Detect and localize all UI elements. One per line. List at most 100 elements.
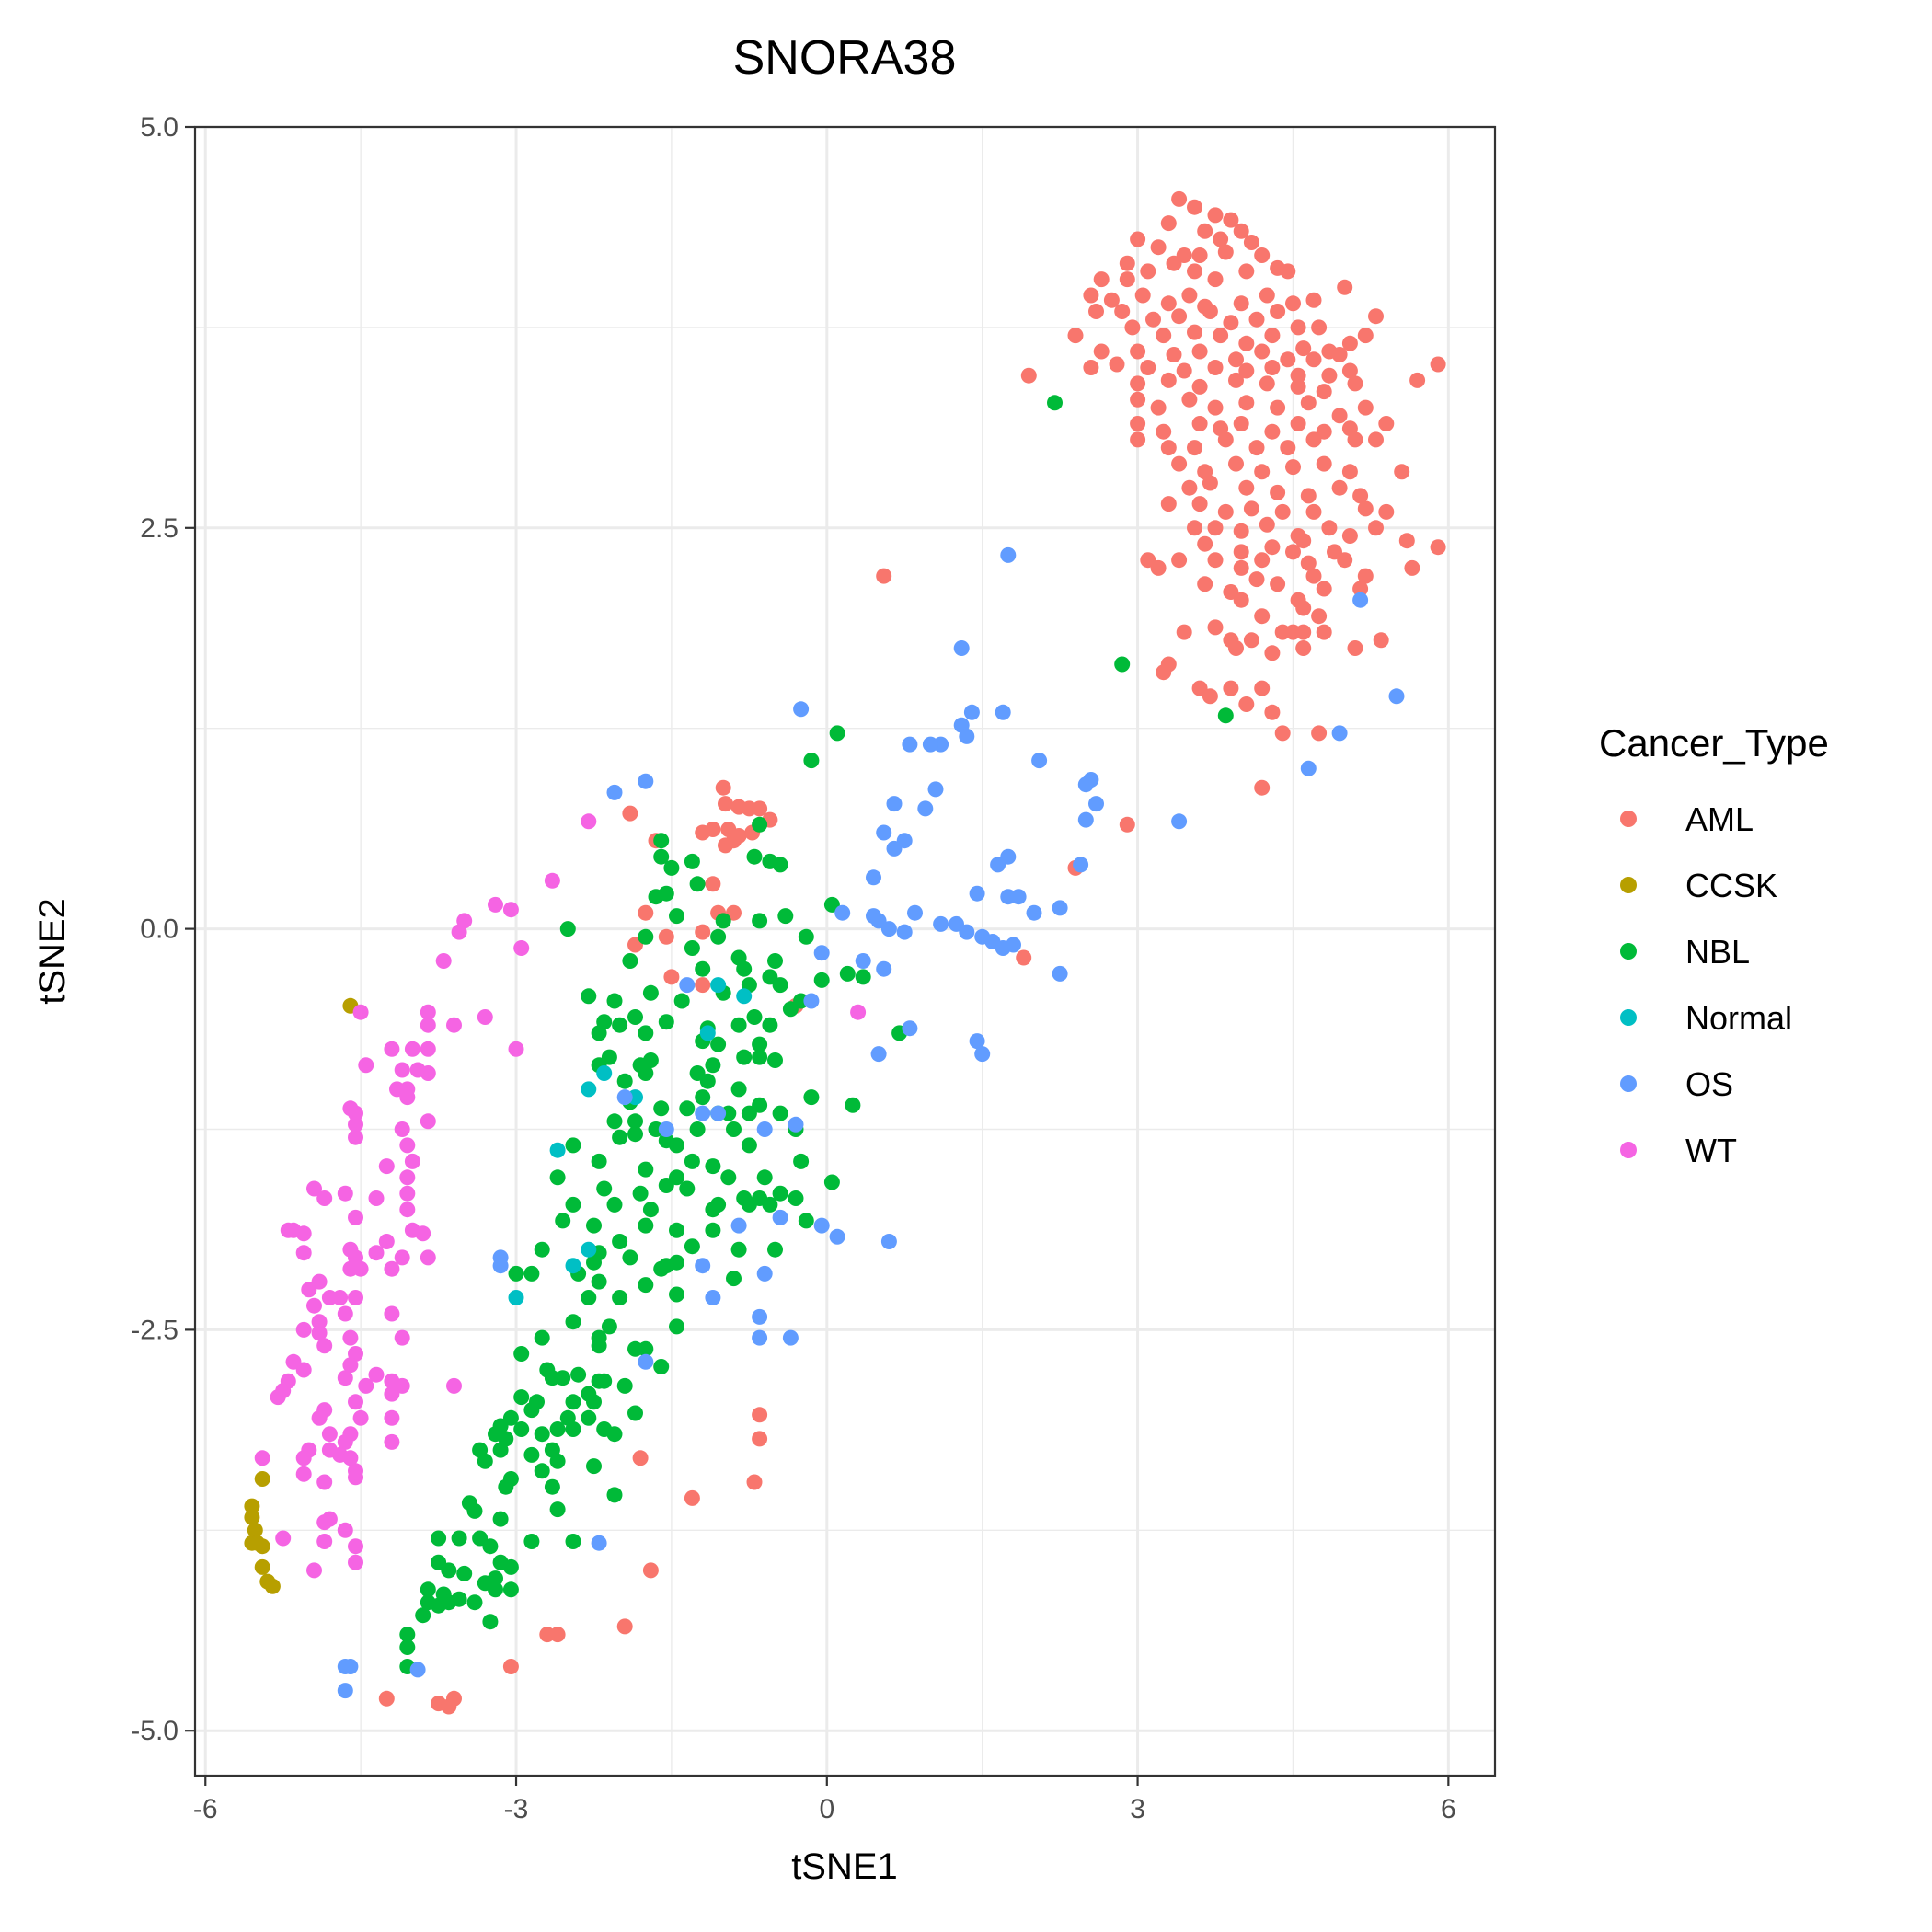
data-point: [502, 1558, 519, 1575]
data-point: [850, 1004, 867, 1020]
data-point: [446, 1377, 462, 1394]
data-point: [1134, 287, 1151, 304]
data-point: [565, 1314, 581, 1330]
x-axis-ticks: -6 -3 0 3 6: [193, 1776, 1456, 1824]
data-point: [1191, 247, 1208, 263]
data-point: [555, 1213, 571, 1229]
data-point: [767, 1241, 783, 1258]
data-point: [772, 857, 788, 873]
data-point: [394, 1121, 410, 1137]
data-point: [415, 1607, 431, 1624]
data-point: [1280, 351, 1296, 368]
data-point: [1160, 295, 1177, 312]
data-point: [384, 1433, 400, 1450]
data-point: [1233, 416, 1249, 431]
data-point: [492, 1442, 509, 1458]
data-point: [1285, 459, 1301, 476]
data-point: [368, 1245, 385, 1261]
data-point: [695, 1105, 711, 1121]
data-point: [684, 853, 700, 869]
data-point: [399, 1202, 416, 1218]
data-point: [736, 1049, 753, 1065]
data-point: [1243, 632, 1259, 649]
data-point: [1337, 552, 1353, 569]
data-point: [927, 781, 944, 798]
data-point: [752, 816, 768, 833]
y-axis-title: tSNE2: [32, 898, 73, 1005]
data-point: [466, 1502, 483, 1519]
data-point: [596, 1180, 613, 1197]
data-point: [752, 1097, 768, 1113]
data-point: [922, 736, 938, 753]
data-point: [513, 1389, 530, 1406]
data-point: [384, 1305, 400, 1322]
data-point: [384, 1386, 400, 1402]
data-point: [1254, 779, 1271, 796]
data-point: [1305, 431, 1322, 448]
data-point: [715, 913, 731, 929]
data-point: [348, 1538, 363, 1555]
data-point: [311, 1325, 328, 1341]
legend-label-wt: WT: [1685, 1132, 1737, 1169]
data-point: [1290, 378, 1306, 395]
data-point: [394, 1329, 410, 1346]
data-point: [1290, 367, 1306, 384]
data-point: [415, 1225, 431, 1242]
data-point: [1217, 503, 1234, 520]
data-point: [767, 1052, 783, 1068]
data-point: [642, 1562, 659, 1579]
data-point: [705, 1057, 721, 1074]
data-point: [431, 1597, 447, 1614]
legend-items: AML CCSK NBL Normal OS WT: [1620, 800, 1792, 1169]
data-point: [337, 1433, 353, 1450]
data-point: [638, 1277, 654, 1294]
data-point: [1243, 500, 1259, 517]
data-point: [1119, 255, 1135, 271]
data-point: [591, 1025, 607, 1041]
x-tick-label: -3: [504, 1794, 529, 1824]
data-point: [1300, 488, 1317, 504]
data-point: [829, 1228, 845, 1245]
data-point: [601, 1318, 617, 1335]
data-point: [1217, 707, 1234, 724]
y-tick-label: -5.0: [131, 1716, 178, 1746]
data-point: [1228, 455, 1244, 472]
data-point: [1341, 528, 1358, 544]
data-point: [337, 1185, 353, 1202]
data-point: [1160, 440, 1177, 456]
data-point: [311, 1314, 328, 1330]
data-point: [591, 1338, 607, 1354]
data-point: [1156, 664, 1172, 681]
data-point: [803, 753, 820, 769]
data-point: [1207, 520, 1224, 536]
data-point: [876, 960, 892, 977]
data-point: [953, 640, 970, 656]
data-point: [348, 1105, 363, 1121]
data-point: [1156, 423, 1172, 440]
data-point: [586, 1394, 602, 1410]
data-point: [316, 1338, 333, 1354]
data-point: [638, 1065, 654, 1081]
data-point: [741, 1137, 757, 1154]
data-point: [565, 1394, 581, 1410]
data-point: [1228, 351, 1244, 368]
data-point: [705, 1222, 721, 1238]
data-point: [570, 1366, 587, 1383]
data-point: [1130, 391, 1146, 408]
data-point: [420, 1249, 436, 1266]
data-point: [669, 1254, 684, 1271]
data-point: [638, 1353, 654, 1370]
data-point: [782, 1329, 799, 1346]
data-point: [404, 1153, 420, 1169]
data-point: [627, 1405, 643, 1421]
data-point: [880, 1234, 897, 1249]
data-point: [1300, 395, 1317, 411]
data-point: [446, 1690, 462, 1707]
data-point: [301, 1282, 317, 1298]
data-point: [352, 1004, 369, 1020]
data-point: [1347, 431, 1363, 448]
data-point: [902, 1020, 918, 1037]
data-point: [446, 1017, 462, 1033]
data-point: [1290, 319, 1306, 336]
data-point: [1243, 235, 1259, 250]
